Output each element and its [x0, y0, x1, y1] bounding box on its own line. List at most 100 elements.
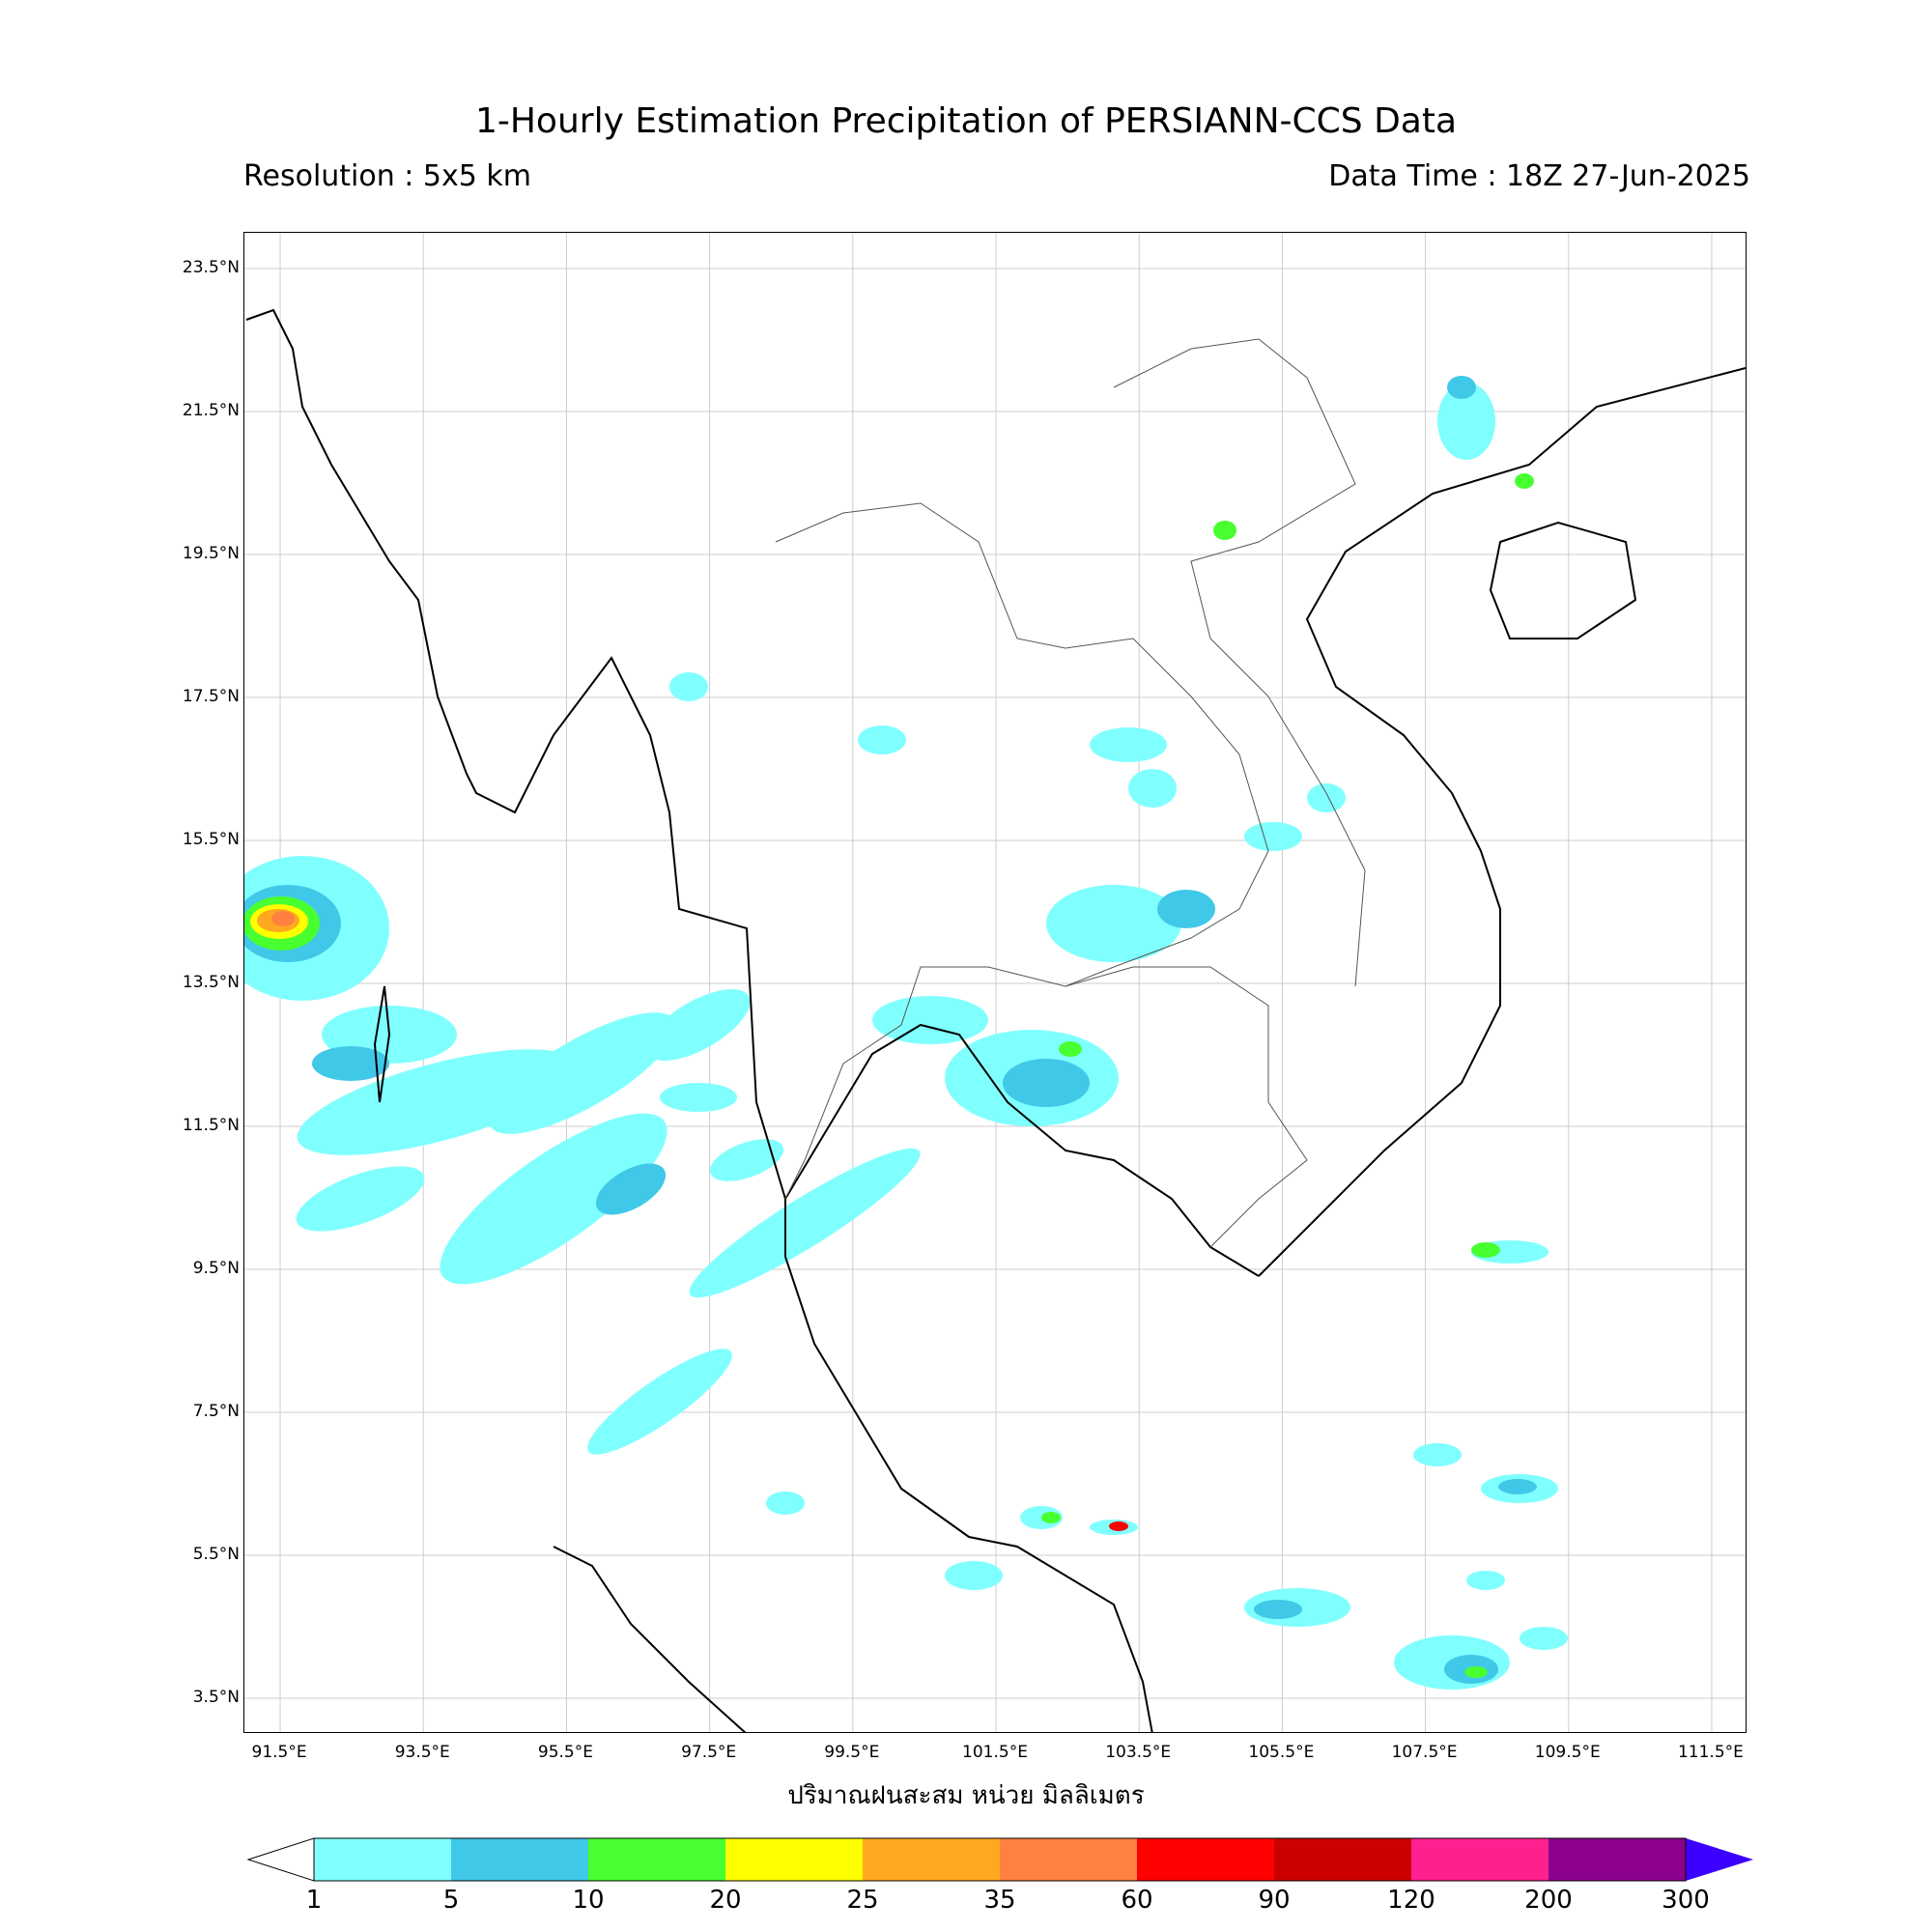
rain-cell — [945, 1561, 1003, 1590]
rain-cell — [312, 1046, 389, 1081]
rain-cell — [1046, 885, 1181, 962]
colorbar-segment — [725, 1838, 863, 1881]
rain-cell — [1515, 473, 1534, 489]
colorbar-segment — [1000, 1838, 1137, 1881]
rain-cell — [1498, 1479, 1537, 1494]
coastline-sumatra — [553, 1546, 747, 1732]
lat-tick-label: 21.5°N — [182, 401, 240, 420]
coastline-andaman — [373, 985, 391, 1103]
lat-tick-label: 11.5°N — [182, 1116, 240, 1135]
colorbar-tick-label: 120 — [1387, 1886, 1435, 1915]
rain-cell — [1041, 1512, 1061, 1523]
rain-cell — [1254, 1600, 1302, 1619]
rain-cell — [1157, 890, 1215, 928]
rain-cell — [489, 1012, 676, 1134]
rain-cell — [1413, 1443, 1462, 1466]
lon-tick-label: 101.5°E — [962, 1743, 1028, 1762]
colorbar-segment — [863, 1838, 1000, 1881]
data-time-label: Data Time : 18Z 27-Jun-2025 — [1328, 159, 1750, 193]
rain-cell — [646, 989, 751, 1061]
rain-cell — [766, 1492, 805, 1515]
rain-cell — [858, 725, 906, 754]
colorbar-tick-label: 20 — [709, 1886, 742, 1915]
colorbar-over-triangle — [1686, 1838, 1753, 1881]
lon-tick-label: 99.5°E — [824, 1743, 880, 1762]
colorbar-segment — [1274, 1838, 1411, 1881]
rain-cell — [1471, 1242, 1500, 1258]
colorbar-segment — [1137, 1838, 1274, 1881]
border-laos-vietnam — [1113, 338, 1366, 987]
lat-tick-label: 9.5°N — [192, 1259, 240, 1278]
coastline-malay-peninsula — [784, 1199, 1153, 1732]
rain-cell — [271, 911, 295, 926]
rain-cell — [660, 1083, 737, 1112]
lat-tick-label: 3.5°N — [192, 1688, 240, 1707]
rain-cell — [1464, 1666, 1488, 1678]
colorbar-tick-label: 25 — [846, 1886, 879, 1915]
colorbar-tick-label: 35 — [983, 1886, 1016, 1915]
precipitation-layer — [244, 376, 1568, 1690]
colorbar-segment — [1411, 1838, 1548, 1881]
map-svg — [244, 233, 1746, 1732]
coastline-myanmar-bangladesh — [245, 308, 786, 1200]
lat-tick-label: 15.5°N — [182, 830, 240, 849]
colorbar-under-triangle — [246, 1837, 315, 1882]
colorbar-segments — [246, 1837, 1753, 1882]
colorbar — [246, 1837, 1753, 1882]
country-borders — [775, 338, 1366, 1248]
coastline-vietnam — [1258, 367, 1746, 1277]
coastlines — [245, 308, 1746, 1732]
colorbar-segment — [588, 1838, 725, 1881]
lon-tick-label: 105.5°E — [1248, 1743, 1315, 1762]
rain-cell — [595, 1163, 667, 1215]
coastline-hainan — [1489, 521, 1637, 639]
rain-cell — [1466, 1571, 1505, 1590]
x-axis-label: ปริมาณฝนสะสม หน่วย มิลลิเมตร — [787, 1781, 1145, 1810]
colorbar-tick-label: 90 — [1258, 1886, 1291, 1915]
lat-tick-label: 23.5°N — [182, 258, 240, 277]
rain-cell — [587, 1349, 732, 1455]
lon-tick-label: 111.5°E — [1677, 1743, 1744, 1762]
lon-tick-label: 93.5°E — [394, 1743, 450, 1762]
graticule — [244, 233, 1746, 1732]
colorbar-tick-label: 60 — [1121, 1886, 1153, 1915]
rain-cell — [296, 1166, 425, 1232]
rain-cell — [1447, 376, 1476, 399]
rain-cell — [1090, 727, 1167, 762]
lat-tick-label: 7.5°N — [192, 1402, 240, 1421]
rain-cell — [1003, 1059, 1090, 1107]
lat-tick-label: 19.5°N — [182, 544, 240, 563]
colorbar-tick-label: 300 — [1662, 1886, 1710, 1915]
lon-tick-label: 97.5°E — [681, 1743, 737, 1762]
lat-tick-label: 5.5°N — [192, 1545, 240, 1564]
lon-tick-label: 107.5°E — [1391, 1743, 1458, 1762]
rain-cell — [872, 996, 988, 1044]
colorbar-tick-label: 200 — [1524, 1886, 1573, 1915]
lon-tick-label: 109.5°E — [1534, 1743, 1601, 1762]
lon-tick-label: 95.5°E — [537, 1743, 593, 1762]
lat-tick-label: 17.5°N — [182, 687, 240, 706]
colorbar-tick-label: 5 — [442, 1886, 460, 1915]
rain-cell — [1244, 822, 1302, 851]
lon-tick-label: 103.5°E — [1105, 1743, 1172, 1762]
colorbar-segment — [451, 1838, 588, 1881]
colorbar-tick-label: 10 — [572, 1886, 605, 1915]
rain-cell — [1213, 521, 1236, 540]
lat-tick-label: 13.5°N — [182, 973, 240, 992]
colorbar-tick-label: 1 — [305, 1886, 323, 1915]
rain-cell — [689, 1148, 921, 1298]
map-panel — [243, 232, 1747, 1733]
rain-cell — [709, 1139, 784, 1181]
border-cambodia — [1065, 966, 1308, 1248]
rain-cell — [1059, 1041, 1082, 1057]
resolution-label: Resolution : 5x5 km — [243, 159, 531, 193]
rain-cell — [1520, 1627, 1568, 1650]
chart-title: 1-Hourly Estimation Precipitation of PER… — [474, 101, 1458, 141]
rain-cell — [1307, 783, 1346, 812]
rain-cell — [440, 1113, 668, 1285]
lon-tick-label: 91.5°E — [251, 1743, 307, 1762]
rain-cell — [297, 1049, 579, 1155]
rain-cell — [669, 672, 708, 701]
border-thailand — [775, 502, 1269, 1200]
rain-cell — [1437, 383, 1495, 460]
